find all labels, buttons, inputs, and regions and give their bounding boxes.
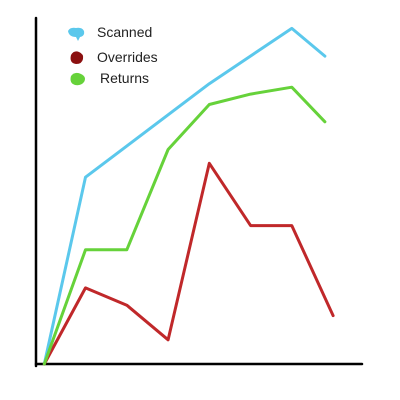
legend-label-returns: Returns — [100, 70, 149, 86]
legend-item-returns: Returns — [70, 70, 149, 86]
legend-label-overrides: Overrides — [97, 49, 158, 65]
legend-swatch-overrides-icon — [70, 51, 84, 64]
legend: Scanned Overrides Returns — [68, 24, 158, 86]
legend-swatch-scanned-icon — [68, 27, 85, 41]
series-line-returns — [42, 85, 327, 366]
legend-swatch-returns-icon — [70, 72, 85, 86]
axes — [34, 16, 364, 368]
series-line-scanned — [42, 26, 327, 366]
legend-label-scanned: Scanned — [97, 24, 152, 40]
series-layer — [42, 26, 335, 366]
legend-item-scanned: Scanned — [68, 24, 152, 41]
legend-item-overrides: Overrides — [70, 49, 158, 65]
series-line-overrides — [42, 161, 335, 366]
